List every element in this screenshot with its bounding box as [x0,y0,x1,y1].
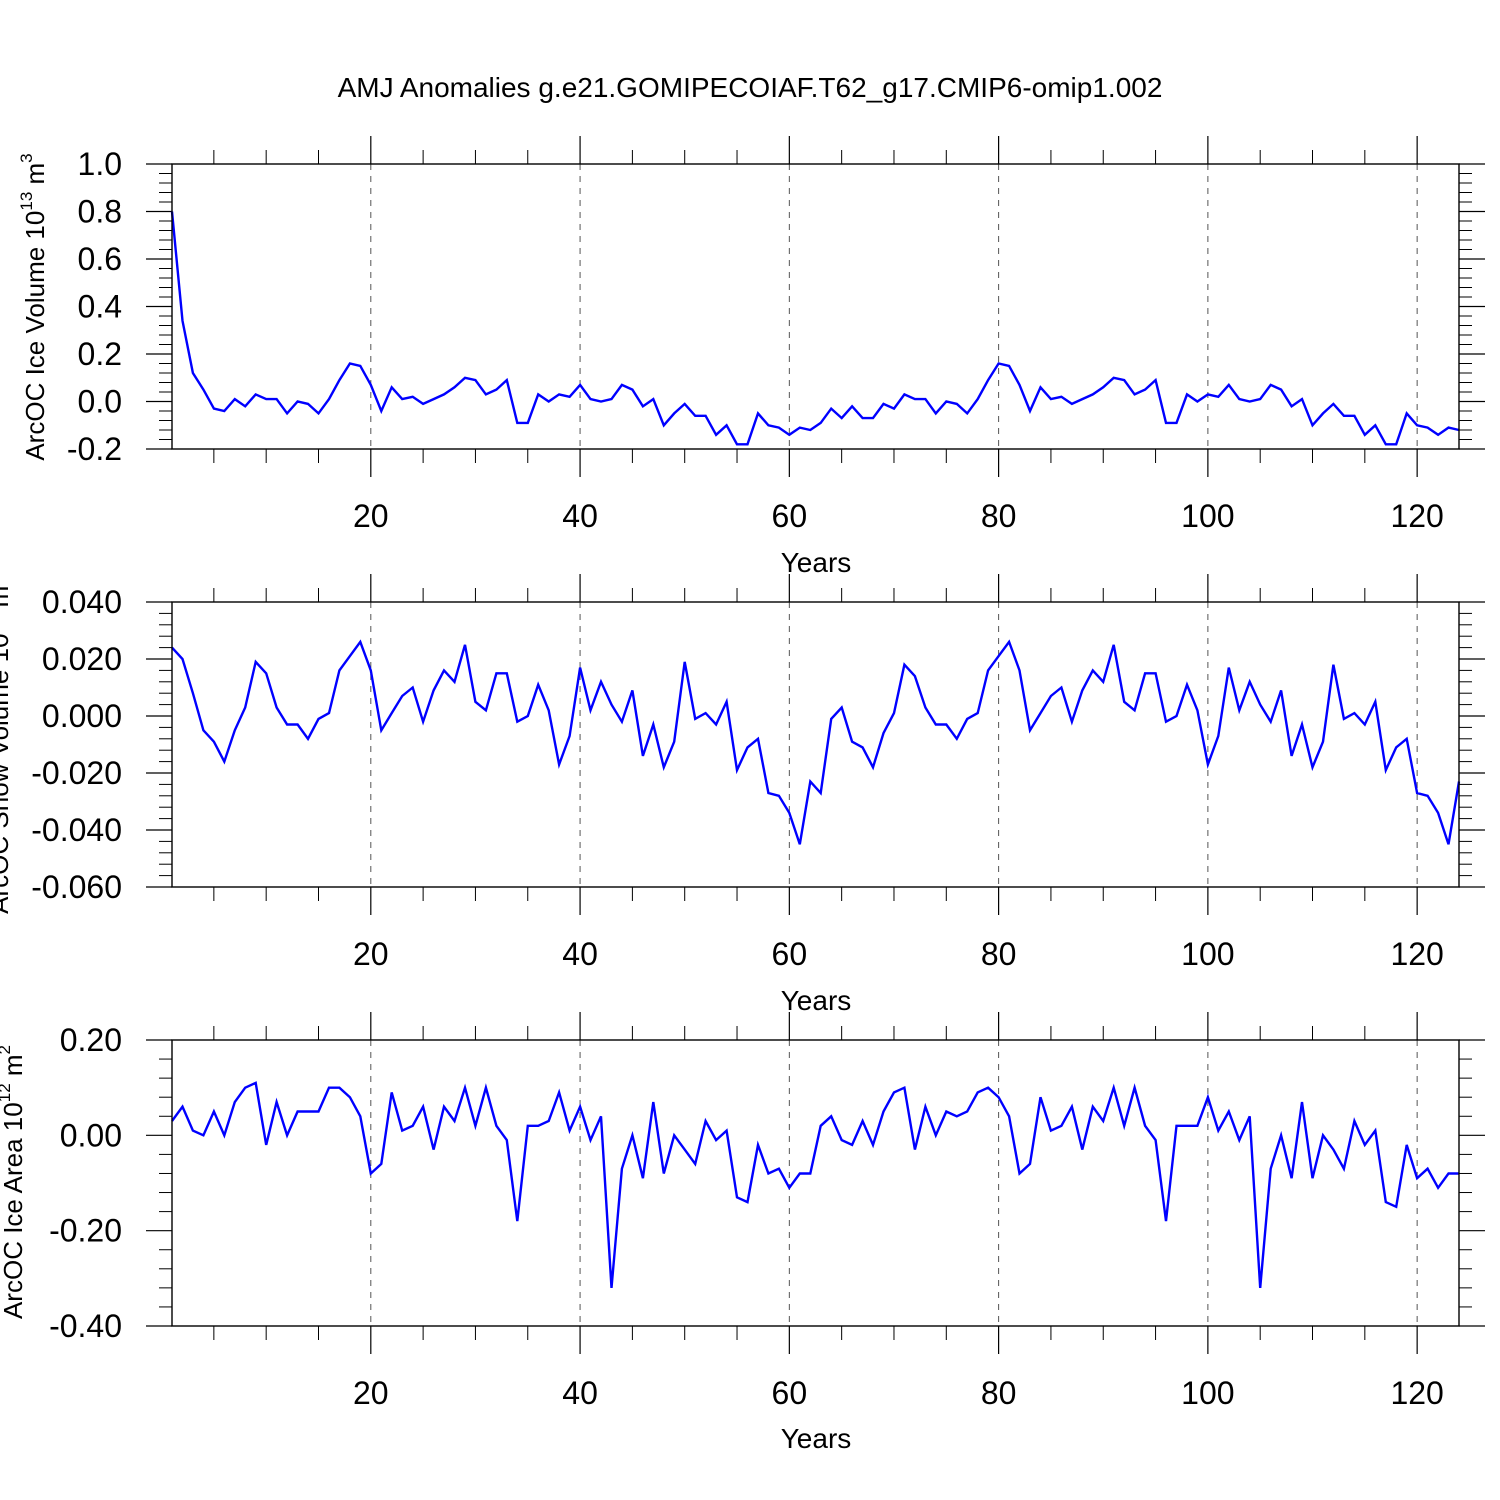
ice-area-series-line [171,1081,1459,1289]
ice-area-ytick-label: -0.40 [49,1308,122,1344]
ice-volume-xtick-label: 60 [772,498,808,534]
chart-title: AMJ Anomalies g.e21.GOMIPECOIAF.T62_g17.… [338,72,1163,103]
ice-area-ytick-label: 0.00 [60,1117,122,1153]
snow-volume-ytick-label: -0.020 [31,755,122,791]
snow-volume-plot-frame [171,601,1460,888]
ice-area-ytick-label: -0.20 [49,1213,122,1249]
ice-volume-ytick-label: 0.0 [78,384,122,420]
ice-area-panel: ArcOC Ice Area 1012 m2 Years 20 40 60 80 100… [0,1012,1485,1454]
ice-area-ytick-label: 0.20 [60,1022,122,1058]
snow-volume-series-line [171,639,1461,845]
ice-volume-ytick-label: 0.8 [78,194,122,230]
snow-volume-xtick-label: 120 [1390,936,1443,972]
xlabel-snow-volume: Years [781,985,852,1016]
ice-volume-panel: ArcOC Ice Volume 1013 m3 Years 20 40 60 80 1… [17,136,1485,578]
ice-volume-ytick-label: 0.2 [78,336,122,372]
snow-volume-xtick-label: 60 [772,936,808,972]
ice-area-xtick-label: 60 [772,1375,808,1411]
snow-volume-xtick-label: 100 [1181,936,1234,972]
snow-volume-xtick-label: 40 [562,936,598,972]
snow-volume-ytick-label: -0.040 [31,812,122,848]
snow-volume-xtick-label: 20 [353,936,389,972]
ice-volume-plot-frame [171,163,1460,450]
ice-area-plot-frame [171,1039,1460,1327]
ice-area-xtick-label: 40 [562,1375,598,1411]
snow-volume-ytick-label: 0.040 [42,584,122,620]
ice-volume-xtick-label: 40 [562,498,598,534]
ice-volume-xtick-label: 20 [353,498,389,534]
ice-volume-ytick-label: 1.0 [78,146,122,182]
ice-volume-xtick-label: 100 [1181,498,1234,534]
xlabel-ice-area: Years [781,1423,852,1454]
xlabel-ice-volume: Years [781,547,852,578]
ice-area-xtick-label: 100 [1181,1375,1234,1411]
ylabel-snow-volume: ArcOC Snow Volume 1013 m3 [0,576,14,914]
snow-volume-xtick-label: 80 [981,936,1017,972]
ice-volume-ytick-label: 0.4 [78,289,122,325]
snow-volume-ytick-label: 0.000 [42,698,122,734]
ice-volume-xtick-label: 120 [1390,498,1443,534]
snow-volume-ytick-label: 0.020 [42,641,122,677]
ylabel-ice-volume: ArcOC Ice Volume 1013 m3 [17,153,50,460]
ice-volume-series-line [170,211,1460,446]
ice-volume-xtick-label: 80 [981,498,1017,534]
ice-area-xtick-label: 120 [1390,1375,1443,1411]
snow-volume-ytick-label: -0.060 [31,869,122,905]
ice-volume-ytick-label: -0.2 [67,431,122,467]
snow-volume-panel: ArcOC Snow Volume 1013 m3 Years 20 40 60 80… [0,574,1485,1016]
ice-area-xtick-label: 20 [353,1375,389,1411]
ylabel-ice-area: ArcOC Ice Area 1012 m2 [0,1045,28,1319]
ice-volume-ytick-label: 0.6 [78,241,122,277]
ice-area-xtick-label: 80 [981,1375,1017,1411]
